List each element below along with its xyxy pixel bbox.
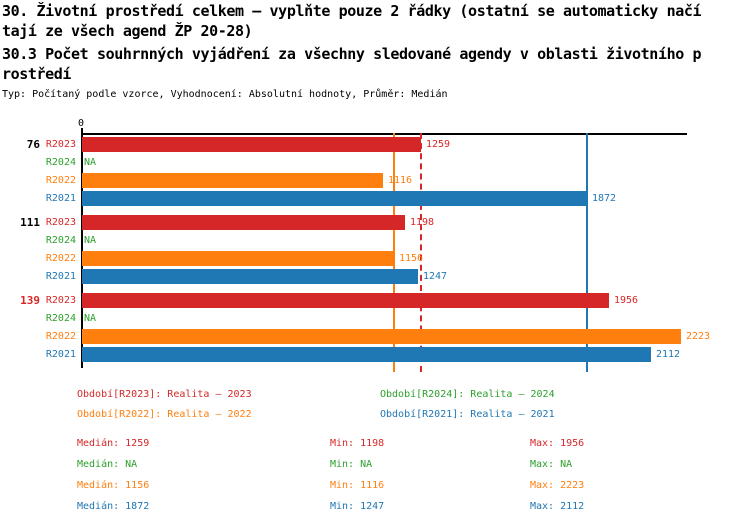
x-axis-zero-tick-label: 0 [77, 118, 85, 129]
indicator-title-line-2: rostředí [2, 65, 72, 83]
bar-value-label: 1247 [423, 271, 448, 282]
series-row-label: R2024 [45, 235, 76, 246]
bar-value-label: 1116 [388, 175, 413, 186]
bar-r2021 [82, 347, 651, 362]
bar-r2022 [82, 173, 383, 188]
group-label: 139 [20, 294, 40, 307]
report-title-line-2: tají ze všech agend ŽP 20-28) [2, 22, 253, 40]
stat-median-r2023: Medián: 1259 [77, 438, 150, 449]
bar-na-label: NA [84, 313, 97, 324]
bar-r2022 [82, 329, 681, 344]
bar-value-label: 1872 [592, 193, 617, 204]
bar-value-label: 1198 [410, 217, 435, 228]
bar-value-label: 1156 [399, 253, 424, 264]
stat-max-r2021: Max: 2112 [530, 501, 585, 512]
legend-item-r2022: Období[R2022]: Realita – 2022 [77, 409, 252, 420]
indicator-title-line-1: 30.3 Počet souhrnných vyjádření za všech… [2, 45, 702, 63]
stat-max-r2022: Max: 2223 [530, 480, 585, 491]
bar-value-label: 1956 [614, 295, 639, 306]
report-title-line-1: 30. Životní prostředí celkem – vyplňte p… [2, 2, 702, 20]
legend-item-r2021: Období[R2021]: Realita – 2021 [380, 409, 555, 420]
bar-r2023 [82, 137, 421, 152]
bar-r2023 [82, 215, 405, 230]
bar-na-label: NA [84, 235, 97, 246]
x-axis-line [81, 133, 687, 135]
stat-median-r2024: Medián: NA [77, 459, 138, 470]
indicator-meta-info: Typ: Počítaný podle vzorce, Vyhodnocení:… [2, 89, 448, 100]
bar-value-label: 2112 [656, 349, 681, 360]
median-line-r2023 [420, 133, 423, 372]
stat-min-r2023: Min: 1198 [330, 438, 385, 449]
stat-max-r2024: Max: NA [530, 459, 573, 470]
bar-na-label: NA [84, 157, 97, 168]
stat-median-r2021: Medián: 1872 [77, 501, 150, 512]
series-row-label: R2022 [45, 175, 76, 186]
bar-r2021 [82, 269, 418, 284]
series-row-label: R2022 [45, 253, 76, 264]
series-row-label: R2023 [45, 217, 76, 228]
series-row-label: R2021 [45, 271, 76, 282]
stat-min-r2022: Min: 1116 [330, 480, 385, 491]
bar-r2023 [82, 293, 609, 308]
median-line-r2021 [585, 133, 588, 372]
bar-r2022 [82, 251, 394, 266]
legend-item-r2023: Období[R2023]: Realita – 2023 [77, 389, 252, 400]
series-row-label: R2024 [45, 157, 76, 168]
y-axis-line [81, 128, 83, 368]
stat-median-r2022: Medián: 1156 [77, 480, 150, 491]
series-row-label: R2023 [45, 139, 76, 150]
bar-r2021 [82, 191, 587, 206]
series-row-label: R2024 [45, 313, 76, 324]
series-row-label: R2022 [45, 331, 76, 342]
bar-value-label: 2223 [686, 331, 711, 342]
group-label: 111 [20, 216, 40, 229]
stat-max-r2023: Max: 1956 [530, 438, 585, 449]
series-row-label: R2021 [45, 193, 76, 204]
legend-item-r2024: Období[R2024]: Realita – 2024 [380, 389, 555, 400]
stat-min-r2024: Min: NA [330, 459, 373, 470]
series-row-label: R2023 [45, 295, 76, 306]
group-label: 76 [26, 138, 40, 151]
bar-value-label: 1259 [426, 139, 451, 150]
series-row-label: R2021 [45, 349, 76, 360]
stat-min-r2021: Min: 1247 [330, 501, 385, 512]
